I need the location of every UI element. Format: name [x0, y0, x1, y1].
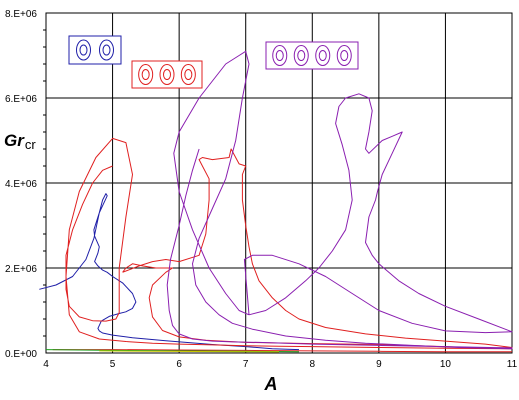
x-tick-label: 7 — [243, 359, 249, 370]
legend-box-1 — [68, 35, 122, 65]
y-tick-label: 6.E+06 — [5, 94, 37, 105]
y-axis-subscript: cr — [25, 137, 37, 152]
x-tick-label: 5 — [110, 359, 116, 370]
cell-outer-ring — [272, 45, 288, 66]
cell-outer-ring — [159, 64, 175, 85]
x-tick-labels: 4 5 6 7 8 9 10 11 — [43, 359, 517, 370]
series-curve-3 — [122, 148, 513, 349]
y-tick-label: 2.E+06 — [5, 264, 37, 275]
legend-frame — [68, 35, 122, 65]
legend-frame — [131, 60, 203, 89]
cell-inner-ring — [318, 50, 327, 61]
x-tick-label: 10 — [440, 359, 452, 370]
cell-outer-ring — [99, 39, 114, 61]
series-curve-0 — [39, 193, 300, 351]
x-tick-label: 4 — [43, 359, 49, 370]
gridlines — [43, 12, 513, 354]
legend-box-2 — [131, 60, 203, 89]
legend-boxes — [68, 35, 359, 89]
legend-frame — [265, 41, 359, 70]
cell-outer-ring — [76, 39, 91, 61]
series-curve-1 — [65, 137, 513, 350]
cell-outer-ring — [180, 64, 196, 85]
series-curve-7 — [99, 350, 280, 353]
x-axis-title: A — [264, 374, 278, 394]
x-tick-label: 8 — [310, 359, 316, 370]
cell-inner-ring — [163, 69, 171, 80]
cell-inner-ring — [184, 69, 193, 80]
cell-inner-ring — [340, 50, 349, 61]
y-tick-label: 0.E+00 — [5, 349, 37, 360]
cell-outer-ring — [315, 45, 331, 66]
legend-box-3 — [265, 41, 359, 70]
y-tick-label: 4.E+06 — [5, 179, 37, 190]
series-curve-2 — [52, 349, 512, 353]
x-tick-label: 6 — [176, 359, 182, 370]
cell-inner-ring — [79, 44, 88, 56]
y-tick-labels: 0.E+00 2.E+06 4.E+06 6.E+06 8.E+06 — [5, 9, 37, 360]
x-tick-label: 9 — [376, 359, 382, 370]
cell-outer-ring — [336, 45, 352, 66]
cell-inner-ring — [141, 69, 150, 80]
cell-outer-ring — [293, 45, 309, 66]
series-curve-5 — [243, 93, 513, 334]
cell-inner-ring — [102, 44, 111, 56]
cell-inner-ring — [275, 50, 284, 61]
series-curve-4 — [166, 50, 513, 350]
x-tick-label: 11 — [507, 359, 518, 370]
y-tick-label: 8.E+06 — [5, 9, 37, 20]
cell-outer-ring — [138, 64, 154, 85]
cell-inner-ring — [297, 50, 306, 61]
series-group — [39, 50, 513, 353]
y-axis-title: Grcr — [4, 131, 36, 152]
